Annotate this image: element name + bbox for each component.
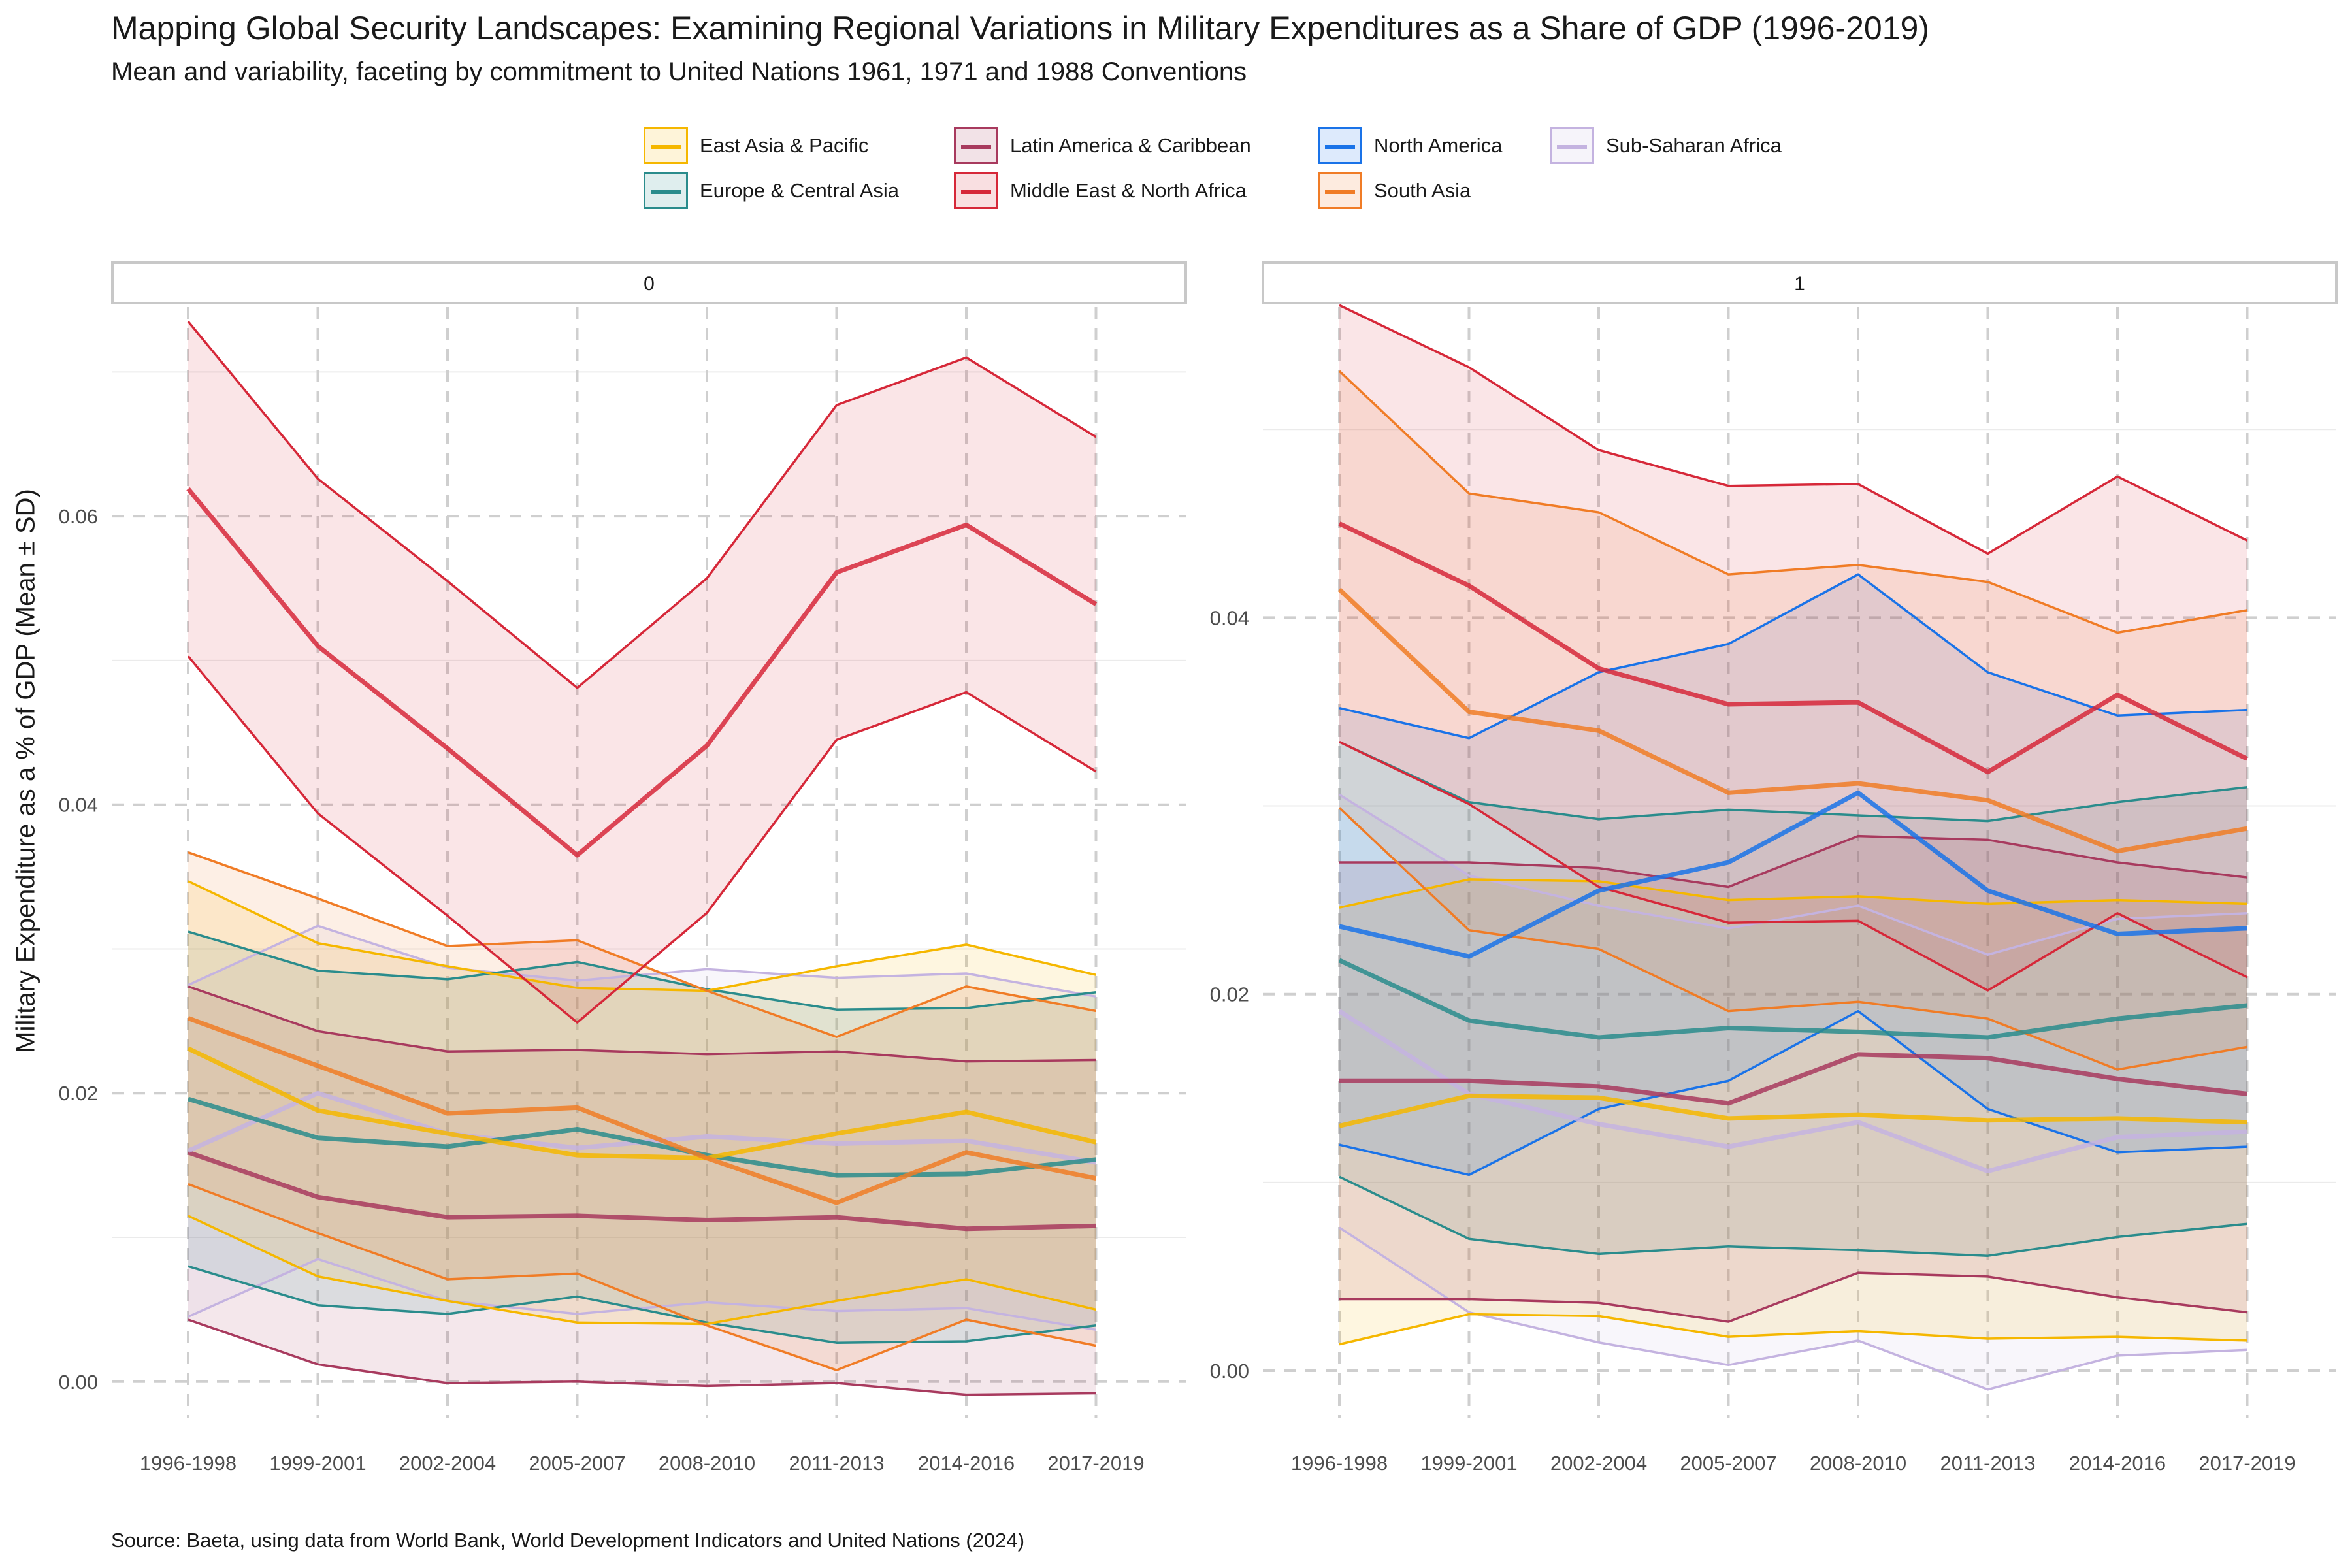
legend-key: [1318, 172, 1362, 209]
legend-item-east-asia-and-pacific: East Asia & Pacific: [644, 126, 868, 165]
legend-item-middle-east-and-north-africa: Middle East & North Africa: [954, 171, 1247, 210]
mean-line-europe-and-central-asia: [1338, 958, 2247, 1040]
x-tick-label: 2005-2007: [529, 1452, 625, 1475]
ribbon-south-asia: [1339, 370, 2247, 1070]
lower-bound-south-asia: [1338, 807, 2247, 1071]
mean-line-east-asia-and-pacific: [1339, 1093, 2247, 1128]
legend-label: Europe & Central Asia: [700, 179, 900, 202]
x-tick-label: 2017-2019: [2198, 1452, 2295, 1475]
ribbon-south-asia: [188, 852, 1096, 1371]
x-tick-label: 2008-2010: [1810, 1452, 1906, 1475]
y-tick-label: 0.06: [59, 505, 98, 528]
ribbon-middle-east-and-north-africa: [1339, 305, 2247, 990]
x-tick-label: 2011-2013: [1940, 1452, 2036, 1475]
lower-bound-europe-and-central-asia: [1339, 1175, 2247, 1257]
legend-item-sub-saharan-africa: Sub-Saharan Africa: [1550, 126, 1782, 165]
lower-bound-sub-saharan-africa: [1339, 1226, 2247, 1391]
facet-strip-0: [111, 261, 1187, 304]
legend-label: East Asia & Pacific: [700, 134, 869, 157]
x-tick-label: 2017-2019: [1047, 1452, 1144, 1475]
legend-item-latin-america-and-caribbean: Latin America & Caribbean: [954, 126, 1251, 165]
legend-item-south-asia: South Asia: [1318, 171, 1471, 210]
ribbon-east-asia-and-pacific: [1339, 879, 2247, 1345]
x-tick-label: 2014-2016: [2069, 1452, 2166, 1475]
lower-bound-south-asia: [188, 1183, 1096, 1371]
ribbon-europe-and-central-asia: [188, 931, 1096, 1343]
lower-bound-east-asia-and-pacific: [1339, 1313, 2247, 1346]
lower-bound-latin-america-and-caribbean: [1339, 1271, 2247, 1323]
y-tick-label: 0.04: [1210, 606, 1249, 629]
upper-bound-europe-and-central-asia: [1339, 741, 2247, 823]
mean-line-south-asia: [1337, 587, 2248, 854]
lower-bound-europe-and-central-asia: [188, 1265, 1096, 1344]
legend-label: North America: [1374, 134, 1503, 157]
x-tick-label: 1999-2001: [1420, 1452, 1517, 1475]
x-tick-label: 2008-2010: [659, 1452, 755, 1475]
chart-title: Mapping Global Security Landscapes: Exam…: [111, 10, 1929, 46]
lower-bound-east-asia-and-pacific: [188, 1215, 1096, 1326]
legend-item-north-america: North America: [1318, 126, 1502, 165]
mean-line-middle-east-and-north-africa: [186, 487, 1098, 858]
y-tick-label: 0.00: [1210, 1360, 1249, 1382]
mean-line-europe-and-central-asia: [187, 1096, 1096, 1178]
upper-bound-east-asia-and-pacific: [1339, 878, 2247, 909]
x-tick-label: 2005-2007: [1680, 1452, 1776, 1475]
x-tick-label: 2014-2016: [918, 1452, 1015, 1475]
upper-bound-latin-america-and-caribbean: [1339, 834, 2247, 889]
ribbon-europe-and-central-asia: [1339, 742, 2247, 1256]
legend-key: [644, 172, 688, 209]
facet-strip-1: [1262, 261, 2338, 304]
mean-line-north-america: [1339, 790, 2247, 959]
mean-line-latin-america-and-caribbean: [1339, 1052, 2247, 1106]
upper-bound-europe-and-central-asia: [188, 930, 1096, 1011]
mean-line-east-asia-and-pacific: [187, 1046, 1097, 1161]
upper-bound-south-asia: [1338, 370, 2247, 634]
legend-key: [954, 172, 998, 209]
legend-key: [1318, 127, 1362, 164]
y-tick-label: 0.00: [59, 1371, 98, 1394]
legend-label: South Asia: [1374, 179, 1471, 202]
x-tick-label: 1996-1998: [1291, 1452, 1388, 1475]
upper-bound-east-asia-and-pacific: [188, 880, 1096, 992]
chart-subtitle: Mean and variability, faceting by commit…: [111, 57, 1247, 86]
legend-key: [954, 127, 998, 164]
y-tick-label: 0.04: [59, 794, 98, 817]
upper-bound-south-asia: [188, 851, 1096, 1038]
legend-key: [1550, 127, 1594, 164]
mean-line-middle-east-and-north-africa: [1338, 521, 2249, 775]
facet-strip-label: 1: [1794, 273, 1805, 295]
legend-key: [644, 127, 688, 164]
legend-label: Middle East & North Africa: [1010, 179, 1247, 202]
upper-bound-middle-east-and-north-africa: [1339, 304, 2248, 555]
y-tick-label: 0.02: [1210, 983, 1249, 1006]
x-tick-label: 1996-1998: [140, 1452, 237, 1475]
lower-bound-latin-america-and-caribbean: [188, 1318, 1096, 1396]
lower-bound-sub-saharan-africa: [188, 1258, 1096, 1331]
x-tick-label: 1999-2001: [269, 1452, 366, 1475]
legend-label: Latin America & Caribbean: [1010, 134, 1251, 157]
mean-line-latin-america-and-caribbean: [187, 1150, 1096, 1232]
lower-bound-middle-east-and-north-africa: [187, 655, 1097, 1024]
upper-bound-middle-east-and-north-africa: [187, 320, 1097, 689]
x-tick-label: 2011-2013: [789, 1452, 885, 1475]
chart-caption: Source: Baeta, using data from World Ban…: [111, 1529, 1025, 1552]
legend-item-europe-and-central-asia: Europe & Central Asia: [644, 171, 899, 210]
facet-strip-label: 0: [644, 273, 655, 295]
legend-label: Sub-Saharan Africa: [1606, 134, 1782, 157]
upper-bound-latin-america-and-caribbean: [188, 985, 1096, 1063]
ribbon-latin-america-and-caribbean: [188, 986, 1096, 1395]
x-tick-label: 2002-2004: [1550, 1452, 1647, 1475]
y-tick-label: 0.02: [59, 1082, 98, 1105]
mean-line-south-asia: [187, 1016, 1097, 1205]
ribbon-sub-saharan-africa: [188, 926, 1096, 1330]
x-tick-label: 2002-2004: [399, 1452, 496, 1475]
ribbon-middle-east-and-north-africa: [188, 321, 1096, 1023]
mean-line-sub-saharan-africa: [1338, 1009, 2247, 1174]
